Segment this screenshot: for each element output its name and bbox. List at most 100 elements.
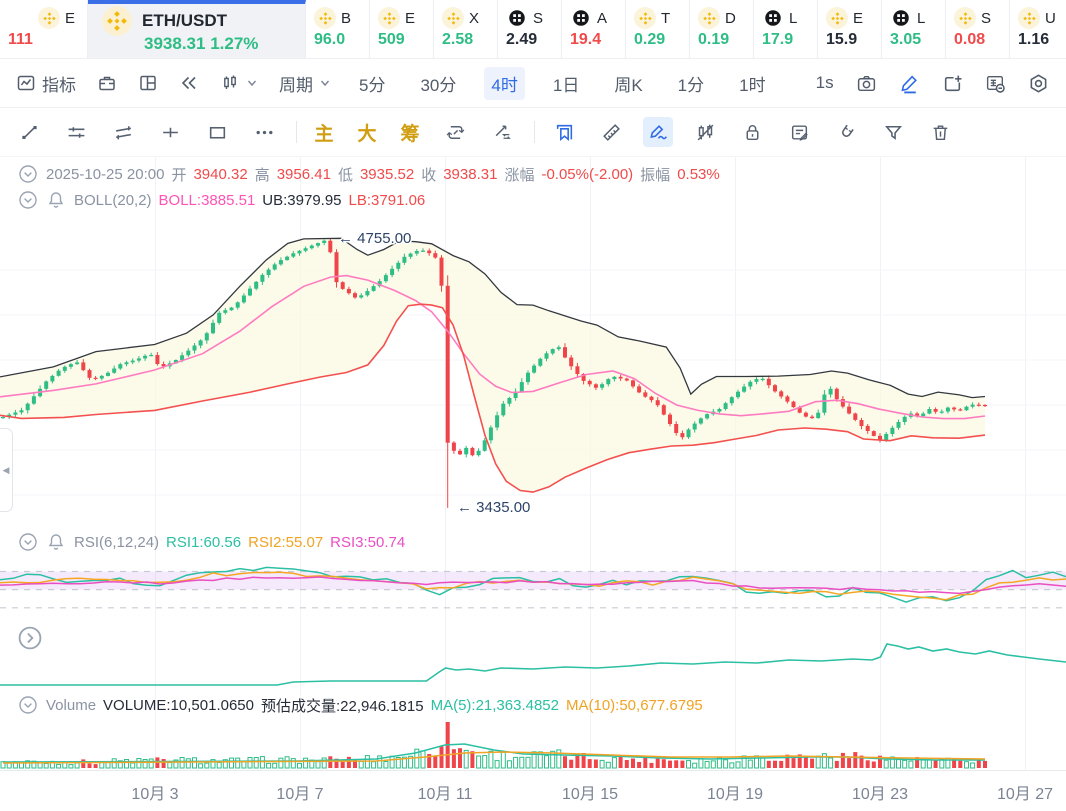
binance-icon bbox=[314, 7, 336, 29]
parallel-lines-tool[interactable] bbox=[108, 117, 138, 147]
settings-button[interactable] bbox=[1028, 73, 1049, 94]
hotkey-badge-button[interactable] bbox=[985, 73, 1006, 94]
ticker-symbol: U bbox=[1045, 9, 1056, 27]
pencil-icon bbox=[901, 75, 917, 93]
binance-icon bbox=[702, 11, 716, 25]
cycle-edit-button[interactable] bbox=[440, 117, 470, 147]
bookmark-tool[interactable] bbox=[549, 117, 579, 147]
wheel-icon bbox=[890, 7, 912, 29]
ticker-price: 111 bbox=[8, 31, 33, 48]
layout-button[interactable] bbox=[138, 73, 158, 93]
ticker-tab[interactable]: T 0.29 bbox=[626, 0, 690, 58]
horizontal-line-tool[interactable] bbox=[61, 117, 91, 147]
rsi-indicator-chart[interactable] bbox=[0, 557, 1066, 615]
boll-value: UB:3979.95 bbox=[262, 191, 342, 209]
ticker-tab[interactable]: L 17.9 bbox=[754, 0, 818, 58]
volume-chart[interactable] bbox=[0, 712, 1066, 770]
ticker-symbol: E bbox=[65, 9, 76, 27]
ticker-tab-active[interactable]: ETH/USDT 3938.31 1.27% bbox=[88, 0, 306, 58]
alert-bell-icon[interactable] bbox=[46, 532, 66, 552]
screenshot-button[interactable] bbox=[856, 73, 877, 94]
interval-button-1日[interactable]: 1日 bbox=[552, 75, 580, 95]
ticker-tab[interactable]: D 0.19 bbox=[690, 0, 754, 58]
ticker-tab[interactable]: S 0.08 bbox=[946, 0, 1010, 58]
boll-value: BOLL(20,2) bbox=[74, 191, 152, 209]
gridline bbox=[155, 157, 156, 770]
candlestick-chart[interactable]: ← 4755.00 ← 3435.00 bbox=[0, 225, 1066, 515]
ticker-tab[interactable]: X 2.58 bbox=[434, 0, 498, 58]
binance-icon bbox=[38, 7, 60, 29]
interval-button-5分[interactable]: 5分 bbox=[359, 75, 386, 95]
trend-line-tool[interactable] bbox=[14, 117, 44, 147]
alert-bell-icon[interactable] bbox=[46, 190, 66, 210]
binance-icon bbox=[698, 7, 720, 29]
gridline bbox=[880, 157, 881, 770]
rectangle-tool[interactable] bbox=[202, 117, 232, 147]
compare-candles-button[interactable] bbox=[690, 117, 720, 147]
wheel-icon bbox=[570, 7, 592, 29]
ticker-tab[interactable]: A 19.4 bbox=[562, 0, 626, 58]
rsi-value: RSI1:60.56 bbox=[166, 533, 242, 551]
collapse-chevron-icon[interactable] bbox=[18, 164, 38, 184]
time-axis[interactable]: 10月 3 10月 7 10月 11 10月 15 10月 19 10月 23 10月 27 bbox=[0, 770, 1066, 811]
ticker-tab[interactable]: E 509 bbox=[370, 0, 434, 58]
trade-marker-button[interactable] bbox=[487, 117, 517, 147]
ticker-symbol: S bbox=[981, 9, 992, 27]
interval-button-1时[interactable]: 1时 bbox=[739, 75, 766, 95]
freehand-draw-tool[interactable] bbox=[643, 117, 673, 147]
toolbar-right-group: 1s bbox=[794, 73, 1066, 94]
ticker-tab[interactable]: S 2.49 bbox=[498, 0, 562, 58]
replay-button[interactable] bbox=[179, 73, 199, 93]
expand-panel-chevron-icon[interactable] bbox=[17, 625, 43, 651]
filter-button[interactable] bbox=[878, 117, 908, 147]
camera-icon bbox=[857, 75, 875, 91]
ticker-tab[interactable]: E 111 bbox=[0, 0, 88, 58]
ohlc-value: 涨幅 bbox=[504, 166, 535, 184]
add-window-button[interactable] bbox=[942, 73, 963, 94]
big-chart-tab[interactable]: 大 bbox=[357, 123, 377, 145]
chart-area[interactable]: 2025-10-25 20:00 开 3940.32 高 3956.41 低 3935.52… bbox=[0, 157, 1066, 811]
delete-drawings-button[interactable] bbox=[925, 117, 955, 147]
interval-group: 5分 30分 4时 1日 周K 1分 1时 bbox=[352, 66, 794, 100]
more-tools-button[interactable] bbox=[249, 117, 279, 147]
chip-distribution-tab[interactable]: 筹 bbox=[400, 123, 420, 145]
ticker-tab[interactable]: E 15.9 bbox=[818, 0, 882, 58]
trade-panel-button[interactable] bbox=[97, 73, 117, 93]
order-note-button[interactable] bbox=[784, 117, 814, 147]
binance-icon bbox=[107, 11, 127, 31]
sub-indicator-chart[interactable] bbox=[0, 615, 1066, 695]
interval-button-4时[interactable]: 4时 bbox=[484, 66, 525, 100]
interval-button-30分[interactable]: 30分 bbox=[420, 75, 457, 95]
time-axis-label: 10月 27 bbox=[996, 786, 1054, 803]
binance-icon bbox=[102, 6, 132, 36]
speed-button[interactable]: 1s bbox=[815, 73, 834, 92]
ticker-tab[interactable]: B 96.0 bbox=[306, 0, 370, 58]
candle-style-button[interactable] bbox=[220, 73, 258, 93]
ticker-symbol: E bbox=[853, 9, 864, 27]
rsi-value: RSI2:55.07 bbox=[248, 533, 324, 551]
ticker-symbol: D bbox=[725, 9, 736, 27]
period-dropdown[interactable]: 周期 bbox=[279, 71, 331, 96]
sub-indicator-line bbox=[0, 643, 1066, 686]
main-chart-tab[interactable]: 主 bbox=[314, 123, 334, 145]
collapse-chevron-icon[interactable] bbox=[18, 695, 38, 715]
time-axis-label: 10月 15 bbox=[561, 786, 619, 803]
collapse-chevron-icon[interactable] bbox=[18, 190, 38, 210]
interval-button-周K[interactable]: 周K bbox=[614, 75, 643, 95]
ticker-tab[interactable]: L 3.05 bbox=[882, 0, 946, 58]
ruler-tool[interactable] bbox=[596, 117, 626, 147]
interval-button-1分[interactable]: 1分 bbox=[677, 75, 705, 95]
lock-tool[interactable] bbox=[737, 117, 767, 147]
indicators-label: 指标 bbox=[42, 75, 76, 95]
collapse-chevron-icon[interactable] bbox=[18, 532, 38, 552]
magnet-tool[interactable] bbox=[831, 117, 861, 147]
binance-icon bbox=[1018, 7, 1040, 29]
ticker-tab[interactable]: U 1.16 bbox=[1010, 0, 1066, 58]
cross-line-tool[interactable] bbox=[155, 117, 185, 147]
time-axis-label: 10月 11 bbox=[417, 786, 473, 803]
draw-mode-button[interactable] bbox=[899, 73, 920, 94]
panel-collapse-handle[interactable]: ◀ bbox=[0, 428, 13, 512]
exchange-wheel-icon bbox=[765, 10, 781, 26]
indicators-button[interactable]: 指标 bbox=[16, 71, 76, 96]
exchange-wheel-icon bbox=[573, 10, 589, 26]
